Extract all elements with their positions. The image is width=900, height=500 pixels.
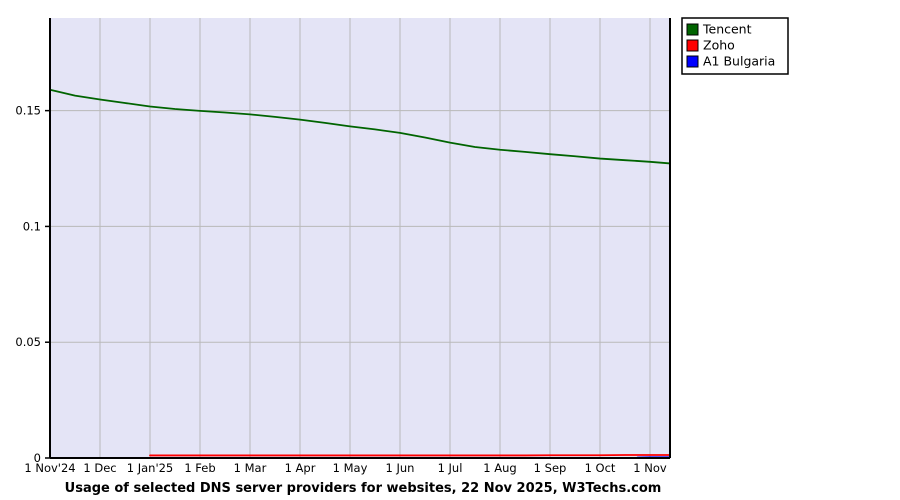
y-axis-tick-labels: 0 0.05 0.1 0.15 (15, 104, 50, 465)
x-tick-label: 1 Jan'25 (127, 461, 174, 475)
legend-label: Zoho (703, 38, 735, 53)
y-tick-label: 0 (34, 451, 41, 465)
x-tick-label: 1 Oct (585, 461, 616, 475)
x-tick-label: 1 Nov'24 (24, 461, 75, 475)
y-tick-label: 0.1 (23, 219, 41, 233)
x-axis-tick-labels: 1 Nov'24 1 Dec 1 Jan'25 1 Feb 1 Mar 1 Apr 1 Ma… (24, 461, 667, 475)
legend-swatch (686, 23, 699, 36)
legend-label: A1 Bulgaria (703, 54, 775, 69)
y-tick-label: 0.05 (15, 335, 41, 349)
x-tick-label: 1 Dec (83, 461, 116, 475)
chart-caption: Usage of selected DNS server providers f… (65, 481, 662, 496)
x-tick-label: 1 May (333, 461, 368, 475)
plot-area-background (50, 18, 670, 458)
y-tick-label: 0.15 (15, 104, 41, 118)
legend-swatch (686, 39, 699, 52)
x-tick-label: 1 Sep (534, 461, 567, 475)
x-tick-label: 1 Feb (184, 461, 215, 475)
x-tick-label: 1 Aug (483, 461, 516, 475)
legend-swatch (686, 55, 699, 68)
x-tick-label: 1 Apr (285, 461, 316, 475)
grid-lines (50, 18, 670, 458)
x-tick-label: 1 Nov (633, 461, 667, 475)
legend-label: Tencent (702, 22, 752, 37)
series-line-tencent (49, 88, 671, 165)
x-tick-label: 1 Jun (386, 461, 415, 475)
x-tick-label: 1 Jul (438, 461, 463, 475)
x-tick-label: 1 Mar (234, 461, 267, 475)
axis-lines (49, 18, 671, 459)
